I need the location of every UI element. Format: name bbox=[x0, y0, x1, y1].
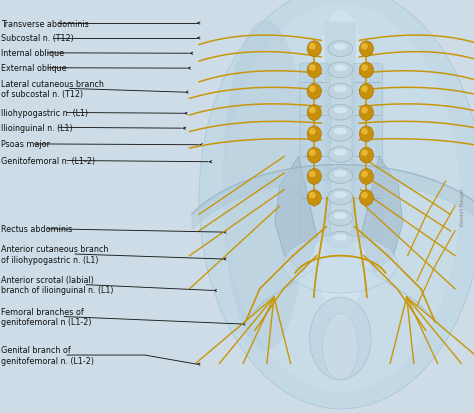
Ellipse shape bbox=[334, 65, 347, 72]
Ellipse shape bbox=[334, 86, 347, 93]
Ellipse shape bbox=[309, 44, 316, 50]
Ellipse shape bbox=[334, 150, 347, 157]
Ellipse shape bbox=[199, 0, 474, 409]
Ellipse shape bbox=[334, 192, 347, 199]
Text: Internal oblique: Internal oblique bbox=[1, 49, 64, 58]
Ellipse shape bbox=[359, 84, 374, 100]
Ellipse shape bbox=[359, 148, 374, 164]
FancyBboxPatch shape bbox=[325, 23, 356, 258]
Ellipse shape bbox=[223, 21, 308, 351]
Ellipse shape bbox=[361, 86, 368, 93]
Ellipse shape bbox=[328, 105, 353, 121]
Ellipse shape bbox=[328, 147, 353, 163]
Ellipse shape bbox=[310, 297, 371, 380]
Ellipse shape bbox=[328, 232, 353, 247]
Text: Psoas major: Psoas major bbox=[1, 140, 50, 149]
Ellipse shape bbox=[309, 171, 316, 178]
Ellipse shape bbox=[359, 105, 374, 121]
Ellipse shape bbox=[309, 65, 316, 71]
Ellipse shape bbox=[361, 192, 368, 199]
FancyBboxPatch shape bbox=[352, 64, 383, 242]
Polygon shape bbox=[275, 157, 318, 273]
Text: External oblique: External oblique bbox=[1, 64, 66, 73]
Text: Lateral cutaneous branch
of subcostal n. (T12): Lateral cutaneous branch of subcostal n.… bbox=[1, 80, 104, 99]
Ellipse shape bbox=[307, 127, 321, 142]
Ellipse shape bbox=[308, 10, 374, 320]
Text: Transverse abdominis: Transverse abdominis bbox=[1, 19, 89, 28]
Ellipse shape bbox=[361, 171, 368, 178]
Ellipse shape bbox=[359, 169, 374, 185]
Ellipse shape bbox=[307, 63, 321, 78]
Ellipse shape bbox=[307, 148, 321, 164]
Text: Iliohypogastric n. (L1): Iliohypogastric n. (L1) bbox=[1, 109, 88, 118]
Ellipse shape bbox=[307, 42, 321, 57]
Ellipse shape bbox=[307, 190, 321, 206]
Ellipse shape bbox=[223, 4, 460, 392]
Ellipse shape bbox=[283, 235, 397, 293]
Ellipse shape bbox=[361, 65, 368, 71]
Ellipse shape bbox=[361, 150, 368, 157]
Ellipse shape bbox=[309, 192, 316, 199]
Text: Ilioinguinal n. (L1): Ilioinguinal n. (L1) bbox=[1, 123, 73, 133]
Text: Rectus abdominis: Rectus abdominis bbox=[1, 225, 72, 234]
Ellipse shape bbox=[334, 213, 347, 220]
Ellipse shape bbox=[361, 129, 368, 135]
Ellipse shape bbox=[334, 128, 347, 135]
Ellipse shape bbox=[307, 105, 321, 121]
Ellipse shape bbox=[307, 84, 321, 100]
Ellipse shape bbox=[334, 234, 347, 241]
Ellipse shape bbox=[359, 127, 374, 142]
Ellipse shape bbox=[359, 63, 374, 78]
Ellipse shape bbox=[309, 150, 316, 157]
Ellipse shape bbox=[334, 44, 347, 51]
Ellipse shape bbox=[328, 169, 353, 184]
Ellipse shape bbox=[322, 314, 358, 380]
Ellipse shape bbox=[328, 84, 353, 100]
Text: Kendall Hauger: Kendall Hauger bbox=[460, 188, 465, 225]
Polygon shape bbox=[360, 157, 403, 273]
Ellipse shape bbox=[359, 42, 374, 57]
Ellipse shape bbox=[309, 86, 316, 93]
Ellipse shape bbox=[334, 107, 347, 114]
Ellipse shape bbox=[328, 42, 353, 57]
Text: Anterior cutaneous branch
of iliohypogastric n. (L1): Anterior cutaneous branch of iliohypogas… bbox=[1, 245, 109, 264]
Ellipse shape bbox=[309, 107, 316, 114]
Text: Genital branch of
genitofemoral n. (L1-2): Genital branch of genitofemoral n. (L1-2… bbox=[1, 346, 94, 365]
Ellipse shape bbox=[328, 63, 353, 78]
Ellipse shape bbox=[328, 211, 353, 226]
Text: Subcostal n. (T12): Subcostal n. (T12) bbox=[1, 34, 73, 43]
FancyBboxPatch shape bbox=[300, 64, 331, 242]
Ellipse shape bbox=[328, 190, 353, 205]
Ellipse shape bbox=[328, 126, 353, 142]
Ellipse shape bbox=[359, 190, 374, 206]
Text: Anterior scrotal (labial)
branch of ilioinguinal n. (L1): Anterior scrotal (labial) branch of ilio… bbox=[1, 275, 113, 294]
Ellipse shape bbox=[334, 171, 347, 178]
Ellipse shape bbox=[309, 129, 316, 135]
Ellipse shape bbox=[307, 169, 321, 185]
Text: Genitofemoral n. (L1-2): Genitofemoral n. (L1-2) bbox=[1, 157, 95, 166]
Ellipse shape bbox=[361, 44, 368, 50]
Ellipse shape bbox=[361, 107, 368, 114]
Text: Femoral branches of
genitofemoral n (L1-2): Femoral branches of genitofemoral n (L1-… bbox=[1, 307, 91, 326]
